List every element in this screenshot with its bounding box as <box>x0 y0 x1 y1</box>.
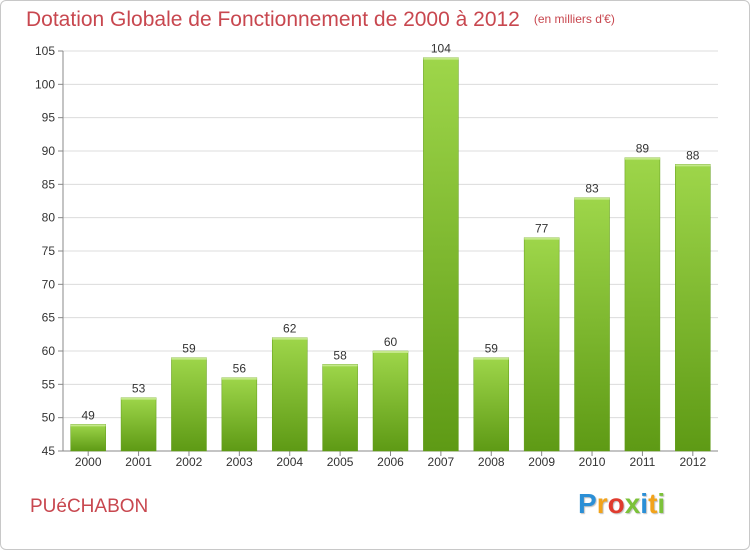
bar-2005 <box>322 364 358 452</box>
value-label-2012: 88 <box>686 148 700 162</box>
bar-highlight <box>70 424 106 427</box>
x-tick-label-2004: 2004 <box>276 455 303 469</box>
chart-title: Dotation Globale de Fonctionnement de 20… <box>26 8 520 31</box>
x-tick-label-2005: 2005 <box>327 455 354 469</box>
chart-unit: (en milliers d'€) <box>533 12 615 26</box>
y-tick-label: 80 <box>42 211 56 225</box>
value-label-2006: 60 <box>384 335 398 349</box>
y-tick-label: 100 <box>35 77 55 91</box>
logo-letter: o <box>607 488 625 519</box>
bar-2011 <box>624 157 661 452</box>
y-tick-label: 45 <box>42 444 56 458</box>
y-tick-label: 55 <box>42 377 56 391</box>
logo-letter: r <box>596 488 608 519</box>
value-label-2003: 56 <box>233 362 247 376</box>
logo-letter: i <box>640 488 649 519</box>
chart-title-block: Dotation Globale de Fonctionnement de 20… <box>26 8 615 32</box>
bar-highlight <box>272 337 308 340</box>
x-tick-label-2006: 2006 <box>377 455 404 469</box>
bar-highlight <box>624 157 660 160</box>
value-label-2005: 58 <box>333 348 347 362</box>
commune-name: PUéCHABON <box>30 496 149 517</box>
y-tick-label: 70 <box>42 277 56 291</box>
bar-2008 <box>473 357 510 452</box>
bar-2007 <box>423 57 459 452</box>
axes: 45 50 55 60 65 70 75 80 85 90 95 100 105 2000 2001 2002… <box>35 44 718 469</box>
x-tick-label-2001: 2001 <box>125 455 152 469</box>
value-label-2009: 77 <box>535 222 549 236</box>
value-label-2011: 89 <box>636 142 650 156</box>
bar-2010 <box>574 197 610 452</box>
y-tick-label: 75 <box>42 244 56 258</box>
y-tick-label: 90 <box>42 144 56 158</box>
bar-2004 <box>271 337 308 452</box>
logo-letter: i <box>657 488 666 519</box>
x-tick-label-2002: 2002 <box>176 455 203 469</box>
bar-highlight <box>121 397 157 400</box>
x-tick-label-2011: 2011 <box>630 455 656 469</box>
value-labels: 49 53 59 56 62 58 60 104 59 77 83 89 88 <box>82 42 700 423</box>
x-tick-label-2012: 2012 <box>679 455 706 469</box>
y-tick-label: 60 <box>42 344 56 358</box>
proxiti-logo[interactable]: Proxiti <box>578 488 665 520</box>
logo-letter: P <box>578 488 597 519</box>
bar-highlight <box>423 57 459 60</box>
x-tick-label-2010: 2010 <box>579 455 606 469</box>
bar-highlight <box>524 237 560 240</box>
bar-2012 <box>675 164 711 452</box>
x-tick-label-2009: 2009 <box>528 455 555 469</box>
x-tick-label-2007: 2007 <box>428 455 455 469</box>
bar-2002 <box>171 357 207 452</box>
value-label-2001: 53 <box>132 382 146 396</box>
value-label-2007: 104 <box>431 42 451 56</box>
value-label-2004: 62 <box>283 322 297 336</box>
y-tick-label: 85 <box>42 177 56 191</box>
value-label-2000: 49 <box>82 408 96 422</box>
x-tick-label-2000: 2000 <box>75 455 102 469</box>
bar-highlight <box>322 364 358 367</box>
bar-highlight <box>221 377 257 380</box>
value-label-2002: 59 <box>182 342 196 356</box>
value-label-2010: 83 <box>585 182 599 196</box>
bar-highlight <box>675 164 711 167</box>
value-label-2008: 59 <box>485 342 499 356</box>
bar-2006 <box>372 350 409 452</box>
bar-2001 <box>120 397 157 452</box>
x-tick-label-2008: 2008 <box>478 455 505 469</box>
bar-highlight <box>574 197 610 200</box>
y-tick-label: 65 <box>42 311 56 325</box>
bars <box>70 57 711 452</box>
y-tick-label: 105 <box>35 44 55 58</box>
bar-highlight <box>171 357 207 360</box>
bar-highlight <box>473 357 509 360</box>
logo-letter: t <box>648 488 658 519</box>
bar-2003 <box>221 377 258 452</box>
y-tick-label: 50 <box>42 411 56 425</box>
logo-letter: x <box>624 488 641 519</box>
bar-2009 <box>523 237 560 452</box>
bar-highlight <box>373 351 408 353</box>
x-tick-label-2003: 2003 <box>226 455 253 469</box>
bar-2000 <box>70 424 106 452</box>
y-tick-label: 95 <box>42 111 56 125</box>
